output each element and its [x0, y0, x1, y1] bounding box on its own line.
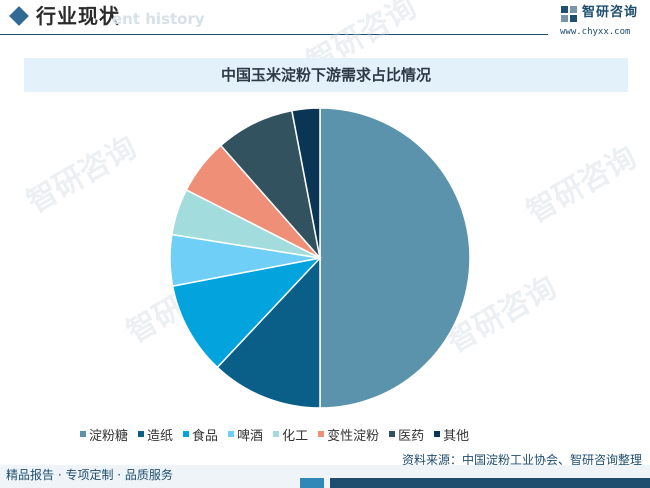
header-divider: [0, 34, 548, 35]
legend-label: 啤酒: [237, 428, 264, 444]
pie-slice: [171, 256, 323, 369]
legend-label: 其他: [443, 428, 470, 444]
legend-swatch: [389, 431, 396, 437]
legend-swatch: [138, 431, 145, 437]
legend-label: 淀粉糖: [89, 428, 129, 444]
legend-label: 医药: [398, 428, 425, 444]
header: 行业现状 ent history 智研咨询 www.chyxx.com: [0, 0, 650, 40]
brand-name: 智研咨询: [582, 5, 639, 20]
section-subtitle: ent history: [112, 10, 205, 28]
source-note: 资料来源：中国淀粉工业协会、智研咨询整理: [401, 453, 642, 467]
legend-swatch: [318, 431, 325, 437]
legend-swatch: [183, 431, 190, 437]
pie-slice: [319, 107, 471, 409]
footer-stripe: [330, 478, 650, 488]
legend-item: 食品: [183, 425, 218, 444]
pie-slice: [291, 107, 321, 259]
legend-swatch: [80, 431, 86, 437]
legend-item: 变性淀粉: [318, 425, 379, 444]
legend-swatch: [434, 431, 441, 437]
footer-text: 精品报告 · 专项定制 · 品质服务: [6, 468, 173, 482]
legend-item: 医药: [389, 425, 424, 444]
section-title: 行业现状: [36, 4, 120, 28]
brand-url[interactable]: www.chyxx.com: [560, 27, 631, 37]
legend-item: 啤酒: [228, 425, 263, 444]
legend-label: 食品: [192, 428, 219, 444]
chart-legend: 淀粉糖 造纸 食品 啤酒 化工 变性淀粉 医药 其他: [80, 424, 469, 444]
legend-item: 化工: [273, 425, 308, 444]
footer-stripe-accent: [300, 478, 324, 488]
legend-item: 其他: [434, 425, 469, 444]
legend-swatch: [273, 431, 280, 437]
pie-slice: [216, 256, 321, 409]
legend-label: 造纸: [147, 428, 174, 444]
brand-logo-icon: [561, 6, 577, 22]
legend-swatch: [228, 431, 235, 437]
legend-label: 化工: [282, 428, 309, 444]
legend-item: 淀粉糖: [80, 425, 128, 444]
legend-item: 造纸: [138, 425, 173, 444]
legend-label: 变性淀粉: [327, 428, 380, 444]
chart-title: 中国玉米淀粉下游需求占比情况: [24, 58, 628, 92]
